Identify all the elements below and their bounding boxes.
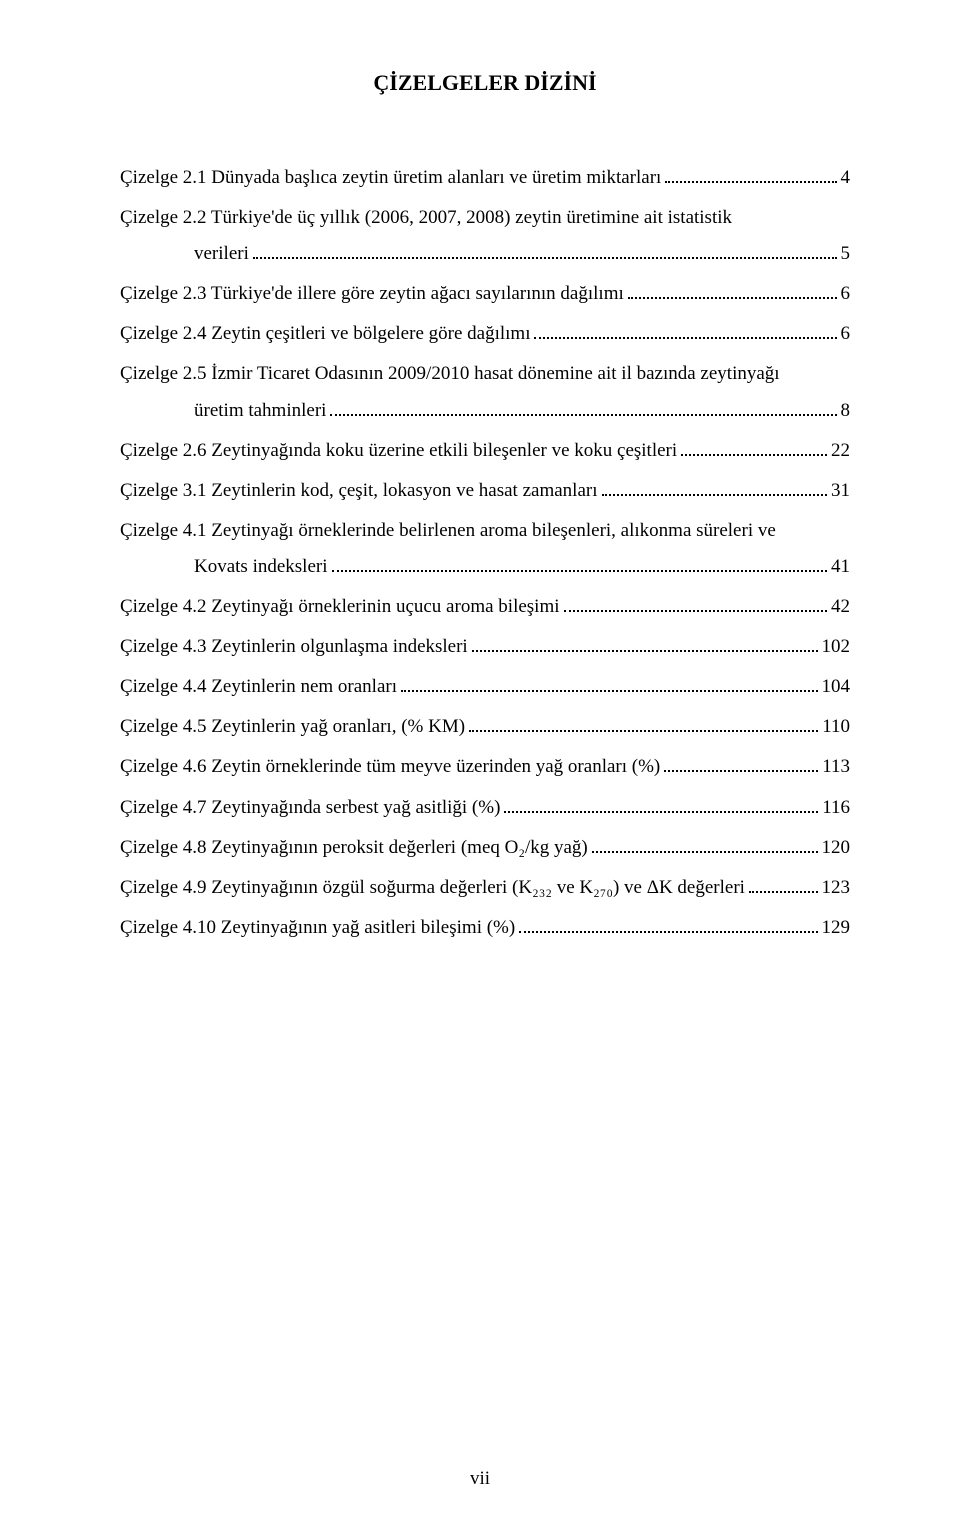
toc-page-number: 113 (822, 749, 850, 785)
toc-page-number: 102 (822, 629, 851, 665)
toc-page-number: 31 (831, 473, 850, 509)
toc-entry-text: Çizelge 2.3 Türkiye'de illere göre zeyti… (120, 276, 624, 312)
toc-entry-last-line: Çizelge 3.1 Zeytinlerin kod, çeşit, loka… (120, 473, 850, 509)
toc-page-number: 42 (831, 589, 850, 625)
toc-entry-text: Kovats indeksleri (194, 549, 328, 585)
toc-leader-dots (330, 398, 836, 415)
toc-entry: Çizelge 3.1 Zeytinlerin kod, çeşit, loka… (120, 473, 850, 509)
toc-entry: Çizelge 2.3 Türkiye'de illere göre zeyti… (120, 276, 850, 312)
toc-page-number: 110 (822, 709, 850, 745)
toc-entry: Çizelge 4.1 Zeytinyağı örneklerinde beli… (120, 513, 850, 585)
toc-entry: Çizelge 4.6 Zeytin örneklerinde tüm meyv… (120, 749, 850, 785)
toc-leader-dots (504, 795, 818, 812)
toc-entry: Çizelge 4.8 Zeytinyağının peroksit değer… (120, 830, 850, 866)
toc-entry: Çizelge 2.4 Zeytin çeşitleri ve bölgeler… (120, 316, 850, 352)
toc-entry-text: üretim tahminleri (194, 393, 326, 429)
toc-page-number: 4 (841, 160, 851, 196)
toc-leader-dots (749, 876, 818, 893)
toc-entry-last-line: üretim tahminleri 8 (120, 393, 850, 429)
toc-entry-text: Çizelge 4.8 Zeytinyağının peroksit değer… (120, 830, 588, 866)
toc-entry: Çizelge 4.2 Zeytinyağı örneklerinin uçuc… (120, 589, 850, 625)
toc-entry: Çizelge 2.2 Türkiye'de üç yıllık (2006, … (120, 200, 850, 272)
toc-leader-dots (401, 675, 818, 692)
toc-entry-text: Çizelge 4.9 Zeytinyağının özgül soğurma … (120, 870, 745, 906)
toc-entry-last-line: Çizelge 4.8 Zeytinyağının peroksit değer… (120, 830, 850, 866)
page-number-footer: vii (0, 1468, 960, 1490)
toc-entry-last-line: Çizelge 2.4 Zeytin çeşitleri ve bölgeler… (120, 316, 850, 352)
toc-leader-dots (592, 836, 818, 853)
toc-entry: Çizelge 4.4 Zeytinlerin nem oranları 104 (120, 669, 850, 705)
toc-page-number: 8 (841, 393, 851, 429)
toc-entry-text: Çizelge 4.6 Zeytin örneklerinde tüm meyv… (120, 749, 660, 785)
toc-entry-last-line: Çizelge 4.5 Zeytinlerin yağ oranları, (%… (120, 709, 850, 745)
toc-entry-last-line: Çizelge 4.6 Zeytin örneklerinde tüm meyv… (120, 749, 850, 785)
toc-entry: Çizelge 2.6 Zeytinyağında koku üzerine e… (120, 433, 850, 469)
toc-entry-line: Çizelge 2.2 Türkiye'de üç yıllık (2006, … (120, 200, 850, 236)
toc-entry: Çizelge 2.1 Dünyada başlıca zeytin üreti… (120, 160, 850, 196)
toc-leader-dots (472, 635, 818, 652)
toc-entry-last-line: Çizelge 4.7 Zeytinyağında serbest yağ as… (120, 790, 850, 826)
toc-page-number: 6 (841, 276, 851, 312)
toc-entry-last-line: Çizelge 4.2 Zeytinyağı örneklerinin uçuc… (120, 589, 850, 625)
toc-page-number: 5 (841, 236, 851, 272)
page-title: ÇİZELGELER DİZİNİ (120, 70, 850, 96)
toc-leader-dots (564, 595, 827, 612)
toc-leader-dots (534, 322, 836, 339)
toc-entry-last-line: Kovats indeksleri 41 (120, 549, 850, 585)
toc-entry-last-line: Çizelge 4.4 Zeytinlerin nem oranları 104 (120, 669, 850, 705)
toc-page-number: 129 (822, 910, 851, 946)
toc-page-number: 120 (822, 830, 851, 866)
toc-list: Çizelge 2.1 Dünyada başlıca zeytin üreti… (120, 160, 850, 946)
toc-leader-dots (253, 242, 837, 259)
toc-entry: Çizelge 4.5 Zeytinlerin yağ oranları, (%… (120, 709, 850, 745)
toc-page-number: 41 (831, 549, 850, 585)
toc-leader-dots (602, 479, 828, 496)
toc-entry-last-line: Çizelge 2.6 Zeytinyağında koku üzerine e… (120, 433, 850, 469)
toc-entry: Çizelge 4.9 Zeytinyağının özgül soğurma … (120, 870, 850, 906)
toc-entry-last-line: Çizelge 4.3 Zeytinlerin olgunlaşma indek… (120, 629, 850, 665)
toc-leader-dots (469, 715, 818, 732)
toc-entry: Çizelge 2.5 İzmir Ticaret Odasının 2009/… (120, 356, 850, 428)
toc-page-number: 123 (822, 870, 851, 906)
toc-entry-last-line: Çizelge 2.1 Dünyada başlıca zeytin üreti… (120, 160, 850, 196)
toc-page-number: 104 (822, 669, 851, 705)
toc-leader-dots (664, 755, 818, 772)
toc-entry-line: Çizelge 4.1 Zeytinyağı örneklerinde beli… (120, 513, 850, 549)
toc-entry-last-line: verileri 5 (120, 236, 850, 272)
toc-page-number: 6 (841, 316, 851, 352)
toc-leader-dots (665, 166, 836, 183)
toc-entry-text: Çizelge 4.4 Zeytinlerin nem oranları (120, 669, 397, 705)
toc-entry-text: Çizelge 4.3 Zeytinlerin olgunlaşma indek… (120, 629, 468, 665)
toc-entry: Çizelge 4.10 Zeytinyağının yağ asitleri … (120, 910, 850, 946)
toc-entry-line: Çizelge 2.5 İzmir Ticaret Odasının 2009/… (120, 356, 850, 392)
toc-entry-text: Çizelge 2.1 Dünyada başlıca zeytin üreti… (120, 160, 661, 196)
toc-entry: Çizelge 4.7 Zeytinyağında serbest yağ as… (120, 790, 850, 826)
toc-leader-dots (332, 555, 827, 572)
toc-entry-last-line: Çizelge 4.9 Zeytinyağının özgül soğurma … (120, 870, 850, 906)
toc-leader-dots (628, 282, 837, 299)
toc-entry-text: Çizelge 3.1 Zeytinlerin kod, çeşit, loka… (120, 473, 598, 509)
toc-page-number: 116 (822, 790, 850, 826)
toc-entry-text: Çizelge 4.5 Zeytinlerin yağ oranları, (%… (120, 709, 465, 745)
toc-page-number: 22 (831, 433, 850, 469)
toc-entry-text: Çizelge 2.6 Zeytinyağında koku üzerine e… (120, 433, 677, 469)
toc-entry-text: Çizelge 4.7 Zeytinyağında serbest yağ as… (120, 790, 500, 826)
toc-entry-text: verileri (194, 236, 249, 272)
toc-entry-text: Çizelge 2.4 Zeytin çeşitleri ve bölgeler… (120, 316, 530, 352)
toc-entry: Çizelge 4.3 Zeytinlerin olgunlaşma indek… (120, 629, 850, 665)
toc-entry-last-line: Çizelge 2.3 Türkiye'de illere göre zeyti… (120, 276, 850, 312)
toc-leader-dots (519, 916, 817, 933)
toc-entry-text: Çizelge 4.10 Zeytinyağının yağ asitleri … (120, 910, 515, 946)
toc-entry-last-line: Çizelge 4.10 Zeytinyağının yağ asitleri … (120, 910, 850, 946)
toc-entry-text: Çizelge 4.2 Zeytinyağı örneklerinin uçuc… (120, 589, 560, 625)
page-container: ÇİZELGELER DİZİNİ Çizelge 2.1 Dünyada ba… (0, 0, 960, 990)
toc-leader-dots (681, 439, 827, 456)
